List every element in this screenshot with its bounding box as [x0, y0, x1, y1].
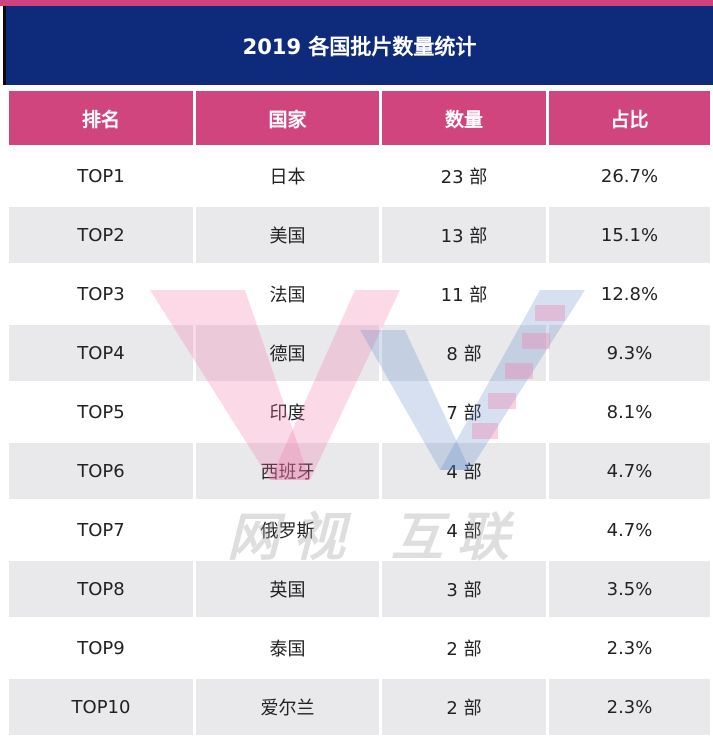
country-cell: 印度 — [196, 384, 379, 440]
count-cell: 3 部 — [382, 561, 546, 617]
share-cell: 9.3% — [549, 325, 710, 381]
table-row: TOP8 英国 3 部 3.5% — [9, 561, 710, 617]
share-cell: 15.1% — [549, 207, 710, 263]
count-cell: 2 部 — [382, 679, 546, 735]
header-count: 数量 — [382, 91, 546, 145]
country-cell: 西班牙 — [196, 443, 379, 499]
rank-cell: TOP10 — [9, 679, 193, 735]
share-cell: 4.7% — [549, 502, 710, 558]
table-row: TOP5 印度 7 部 8.1% — [9, 384, 710, 440]
count-cell: 11 部 — [382, 266, 546, 322]
rank-cell: TOP5 — [9, 384, 193, 440]
count-cell: 2 部 — [382, 620, 546, 676]
table-row: TOP9 泰国 2 部 2.3% — [9, 620, 710, 676]
table-row: TOP2 美国 13 部 15.1% — [9, 207, 710, 263]
share-cell: 3.5% — [549, 561, 710, 617]
rank-cell: TOP8 — [9, 561, 193, 617]
country-cell: 美国 — [196, 207, 379, 263]
table-row: TOP3 法国 11 部 12.8% — [9, 266, 710, 322]
table-row: TOP6 西班牙 4 部 4.7% — [9, 443, 710, 499]
table-row: TOP4 德国 8 部 9.3% — [9, 325, 710, 381]
count-cell: 4 部 — [382, 443, 546, 499]
count-cell: 23 部 — [382, 148, 546, 204]
count-cell: 4 部 — [382, 502, 546, 558]
share-cell: 2.3% — [549, 679, 710, 735]
country-cell: 日本 — [196, 148, 379, 204]
share-cell: 26.7% — [549, 148, 710, 204]
header-share: 占比 — [549, 91, 710, 145]
header-row: 排名 国家 数量 占比 — [9, 91, 710, 145]
count-cell: 8 部 — [382, 325, 546, 381]
header-country: 国家 — [196, 91, 379, 145]
table-row: TOP7 俄罗斯 4 部 4.7% — [9, 502, 710, 558]
count-cell: 13 部 — [382, 207, 546, 263]
share-cell: 2.3% — [549, 620, 710, 676]
country-cell: 英国 — [196, 561, 379, 617]
rank-cell: TOP1 — [9, 148, 193, 204]
country-cell: 德国 — [196, 325, 379, 381]
rank-cell: TOP4 — [9, 325, 193, 381]
count-cell: 7 部 — [382, 384, 546, 440]
country-cell: 俄罗斯 — [196, 502, 379, 558]
share-cell: 12.8% — [549, 266, 710, 322]
rank-cell: TOP7 — [9, 502, 193, 558]
share-cell: 8.1% — [549, 384, 710, 440]
country-cell: 爱尔兰 — [196, 679, 379, 735]
rank-cell: TOP9 — [9, 620, 193, 676]
top-accent-line — [0, 0, 713, 6]
table-row: TOP10 爱尔兰 2 部 2.3% — [9, 679, 710, 735]
country-cell: 法国 — [196, 266, 379, 322]
rank-cell: TOP6 — [9, 443, 193, 499]
stats-table: 排名 国家 数量 占比 TOP1 日本 23 部 26.7% TOP2 美国 1… — [6, 88, 713, 738]
rank-cell: TOP3 — [9, 266, 193, 322]
table-row: TOP1 日本 23 部 26.7% — [9, 148, 710, 204]
header-rank: 排名 — [9, 91, 193, 145]
rank-cell: TOP2 — [9, 207, 193, 263]
share-cell: 4.7% — [549, 443, 710, 499]
table-title: 2019 各国批片数量统计 — [3, 6, 713, 85]
country-cell: 泰国 — [196, 620, 379, 676]
